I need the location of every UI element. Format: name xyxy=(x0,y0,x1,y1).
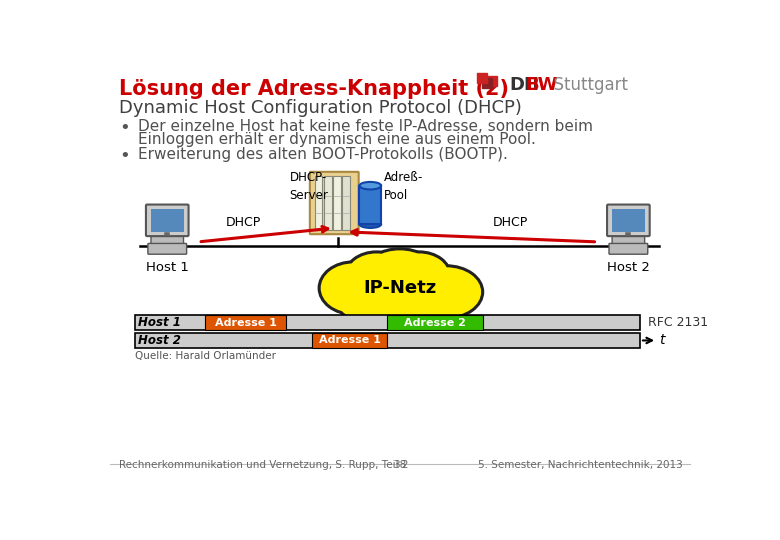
Text: Host 1: Host 1 xyxy=(146,261,189,274)
Bar xyxy=(388,315,484,330)
Ellipse shape xyxy=(321,264,386,313)
Ellipse shape xyxy=(349,262,450,321)
Text: Adresse 2: Adresse 2 xyxy=(404,318,466,328)
Ellipse shape xyxy=(387,251,452,300)
Ellipse shape xyxy=(346,260,453,325)
Text: 5. Semester, Nachrichtentechnik, 2013: 5. Semester, Nachrichtentechnik, 2013 xyxy=(478,460,682,470)
Ellipse shape xyxy=(344,251,409,300)
Text: DH: DH xyxy=(510,76,540,94)
Bar xyxy=(477,73,488,83)
FancyBboxPatch shape xyxy=(151,237,183,245)
FancyBboxPatch shape xyxy=(148,244,186,254)
Text: Host 2: Host 2 xyxy=(138,334,181,347)
Ellipse shape xyxy=(317,260,389,316)
Bar xyxy=(135,315,640,330)
Bar xyxy=(488,76,498,85)
Bar xyxy=(342,176,350,231)
Text: Quelle: Harald Orlamünder: Quelle: Harald Orlamünder xyxy=(135,351,275,361)
Ellipse shape xyxy=(390,253,448,296)
FancyBboxPatch shape xyxy=(607,205,650,236)
Text: Rechnerkommunikation und Vernetzung, S. Rupp, Teil 2: Rechnerkommunikation und Vernetzung, S. … xyxy=(119,460,409,470)
FancyBboxPatch shape xyxy=(146,205,189,236)
Text: DHCP: DHCP xyxy=(225,216,261,229)
Text: RFC 2131: RFC 2131 xyxy=(647,316,708,329)
Ellipse shape xyxy=(407,283,462,320)
Text: BW: BW xyxy=(525,76,558,94)
Bar xyxy=(314,176,322,231)
Text: Der einzelne Host hat keine feste IP-Adresse, sondern beim: Der einzelne Host hat keine feste IP-Adr… xyxy=(138,119,593,134)
FancyBboxPatch shape xyxy=(612,237,644,245)
Text: Adreß-
Pool: Adreß- Pool xyxy=(385,171,424,202)
Ellipse shape xyxy=(367,251,432,291)
Ellipse shape xyxy=(411,267,481,316)
FancyBboxPatch shape xyxy=(609,244,647,254)
Ellipse shape xyxy=(335,280,395,323)
Bar xyxy=(482,78,492,88)
Text: Dynamic Host Configuration Protocol (DHCP): Dynamic Host Configuration Protocol (DHC… xyxy=(119,99,522,117)
Text: Adresse 1: Adresse 1 xyxy=(215,318,277,328)
Bar xyxy=(612,209,644,232)
Bar xyxy=(333,176,341,231)
Text: Stuttgart: Stuttgart xyxy=(543,76,628,94)
Text: Erweiterung des alten BOOT-Protokolls (BOOTP).: Erweiterung des alten BOOT-Protokolls (B… xyxy=(138,147,508,162)
Bar xyxy=(151,209,183,232)
Bar xyxy=(135,333,640,348)
Ellipse shape xyxy=(347,253,406,296)
Ellipse shape xyxy=(364,247,435,294)
Ellipse shape xyxy=(408,264,484,320)
Ellipse shape xyxy=(404,280,465,323)
Text: 38: 38 xyxy=(393,460,406,470)
Text: •: • xyxy=(119,119,130,137)
Text: Host 1: Host 1 xyxy=(138,316,181,329)
Text: DHCP: DHCP xyxy=(493,216,528,229)
Text: •: • xyxy=(119,147,130,165)
Bar xyxy=(311,333,388,348)
Text: t: t xyxy=(659,334,665,347)
Text: Adresse 1: Adresse 1 xyxy=(318,335,381,346)
Ellipse shape xyxy=(338,283,392,320)
Bar xyxy=(324,176,332,231)
Text: Lösung der Adress-Knappheit (2): Lösung der Adress-Knappheit (2) xyxy=(119,79,509,99)
Text: Host 2: Host 2 xyxy=(607,261,650,274)
Text: Einloggen erhält er dynamisch eine aus einem Pool.: Einloggen erhält er dynamisch eine aus e… xyxy=(138,132,536,147)
Text: DHCP-
Server: DHCP- Server xyxy=(289,171,328,202)
Ellipse shape xyxy=(360,182,381,190)
Bar xyxy=(360,186,381,224)
FancyBboxPatch shape xyxy=(310,172,359,234)
Text: IP-Netz: IP-Netz xyxy=(363,279,436,297)
Ellipse shape xyxy=(360,220,381,228)
Bar xyxy=(205,315,286,330)
